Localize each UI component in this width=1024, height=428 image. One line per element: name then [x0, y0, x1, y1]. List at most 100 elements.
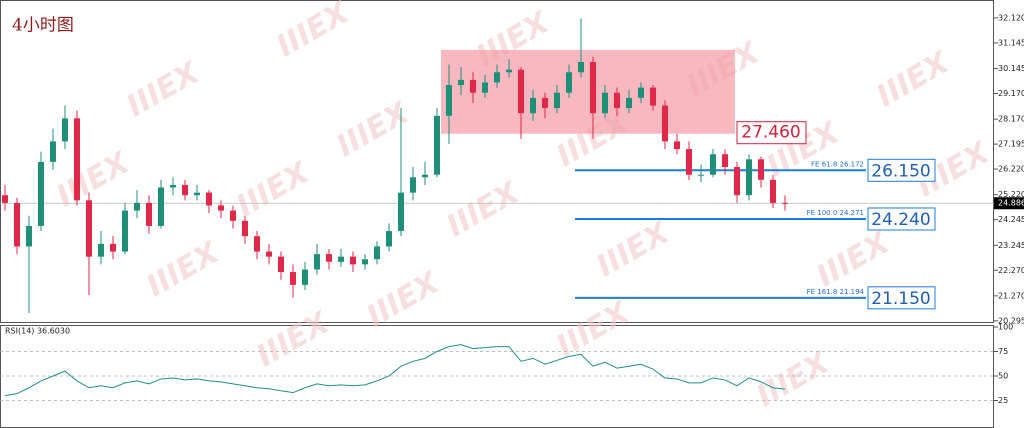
candle-body [122, 210, 128, 252]
candle-body [698, 174, 704, 176]
candle-body [338, 256, 344, 262]
candle-body [458, 79, 464, 86]
current-price-box [994, 197, 1024, 210]
candle-body [554, 92, 560, 109]
y-tick-label: 31.145 [998, 38, 1024, 47]
chart-title: 4小时图 [12, 16, 74, 36]
candle-body [134, 202, 140, 211]
watermark: IIIEX [551, 294, 637, 364]
candle-body [362, 259, 368, 265]
fib-label: FE 161.8 21.194 [807, 288, 865, 296]
candle-body [590, 61, 596, 114]
fib-label: FE 100.0 24.271 [807, 209, 864, 217]
y-tick-label: 21.270 [998, 291, 1024, 300]
candle-body [74, 118, 80, 201]
y-tick-label: 30.145 [998, 64, 1024, 73]
y-tick-label: 20.295 [998, 316, 1024, 325]
fib-target: 21.150 [871, 289, 930, 309]
candle-body [206, 192, 212, 206]
candle-body [2, 195, 8, 203]
candle-body [770, 179, 776, 203]
candle-body [266, 251, 272, 257]
candle-body [302, 269, 308, 285]
candle-body [398, 192, 404, 232]
fib-target-box [867, 286, 936, 310]
current-price-label: 24.886 [998, 199, 1024, 208]
candle-body [638, 87, 644, 98]
candle-body [434, 115, 440, 175]
rsi-label: RSI(14) 36.6030 [5, 327, 70, 336]
candle-body [62, 118, 68, 142]
candle-body [170, 184, 176, 188]
candle-body [710, 154, 716, 175]
watermark: IIIEX [121, 54, 207, 124]
fib-target-box [867, 207, 936, 231]
candle-body [314, 254, 320, 270]
candle-body [650, 87, 656, 106]
candle-body [254, 236, 260, 252]
candle-body [602, 92, 608, 114]
candle-body [278, 256, 284, 273]
watermark: IIIEX [591, 214, 677, 284]
candle-body [614, 92, 620, 109]
candle-body [662, 105, 668, 142]
candle-body [290, 272, 296, 285]
candle-body [410, 177, 416, 193]
y-tick-label: 26.220 [998, 165, 1024, 174]
watermark: IIIEX [271, 0, 357, 64]
rsi-line [4, 344, 786, 397]
candle-body [374, 246, 380, 260]
y-tick-label: 24.245 [998, 215, 1024, 224]
y-tick-label: 28.170 [998, 115, 1024, 124]
candle-body [446, 85, 452, 116]
candle-body [38, 161, 44, 226]
zone [441, 49, 735, 134]
watermark: IIIEX [871, 44, 957, 114]
watermark: IIIEX [51, 144, 137, 214]
candle-body [110, 243, 116, 252]
candle-body [506, 69, 512, 73]
candle-body [494, 72, 500, 83]
rsi-tick-label: 50 [998, 372, 1008, 381]
fib-target-box [867, 158, 936, 182]
candle-body [470, 79, 476, 93]
candle-body [182, 184, 188, 196]
watermark: IIIEX [331, 94, 417, 164]
candle-body [218, 205, 224, 211]
watermark: IIIEX [251, 304, 337, 374]
candle-body [746, 159, 752, 196]
candle-body [98, 243, 104, 257]
candle-body [626, 97, 632, 109]
candle-body [86, 200, 92, 257]
candle-body [422, 174, 428, 178]
rsi-pane [0, 325, 994, 428]
fib-label: FE 61.8 26.172 [811, 160, 864, 168]
candle-body [386, 231, 392, 247]
fib-target: 24.240 [871, 210, 930, 230]
candle-body [50, 141, 56, 162]
candle-body [782, 202, 788, 204]
watermark: IIIEX [361, 264, 447, 334]
candle-body [758, 159, 764, 180]
candle-body [26, 225, 32, 247]
price-pane [0, 0, 994, 323]
candle-body [326, 254, 332, 262]
y-tick-label: 27.195 [998, 140, 1024, 149]
candle-body [734, 167, 740, 196]
candle-body [518, 69, 524, 114]
candle-body [542, 97, 548, 109]
rsi-tick-label: 25 [998, 396, 1008, 405]
zone-label-box [736, 121, 807, 145]
candle-body [530, 97, 536, 114]
candle-body [158, 187, 164, 226]
candle-body [146, 202, 152, 226]
candle-body [482, 82, 488, 93]
fib-target: 26.150 [871, 161, 930, 181]
candle-body [14, 202, 20, 247]
watermark: IIIEX [751, 344, 837, 414]
y-tick-label: 22.270 [998, 266, 1024, 275]
y-tick-label: 32.120 [998, 13, 1024, 22]
candle-body [194, 192, 200, 196]
y-tick-label: 29.170 [998, 89, 1024, 98]
